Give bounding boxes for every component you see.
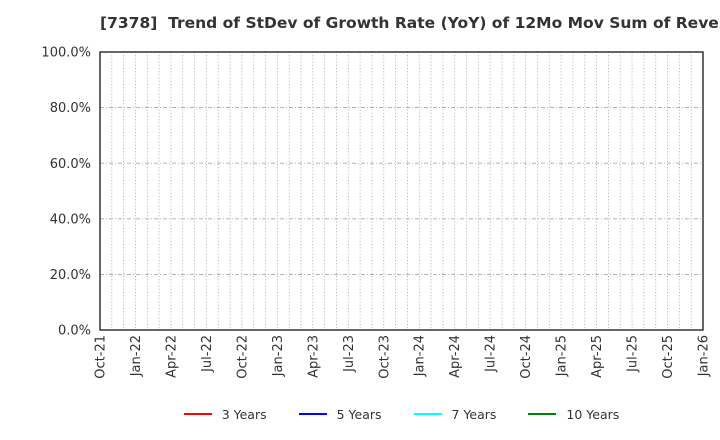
x-tick-label: Oct-23 — [377, 335, 392, 379]
x-tick-label: Jul-23 — [342, 335, 357, 373]
x-tick-label: Apr-24 — [448, 335, 463, 378]
y-tick-label: 40.0% — [50, 212, 91, 227]
x-tick-label: Oct-22 — [235, 335, 250, 379]
chart-title: [7378] Trend of StDev of Growth Rate (Yo… — [100, 14, 720, 32]
x-tick-label: Oct-24 — [519, 335, 534, 379]
legend-item: 3 Years — [183, 406, 267, 422]
y-tick-label: 80.0% — [50, 101, 91, 116]
legend-swatch — [183, 413, 212, 415]
x-tick-label: Jan-26 — [697, 335, 712, 377]
legend-label: 5 Years — [336, 406, 382, 422]
legend-swatch — [528, 413, 557, 415]
legend-label: 7 Years — [451, 406, 497, 422]
x-tick-label: Oct-25 — [661, 335, 676, 379]
legend: 3 Years 5 Years 7 Years 10 Years — [100, 403, 703, 425]
y-tick-label: 20.0% — [50, 268, 91, 283]
x-tick-label: Jan-24 — [413, 335, 428, 377]
plot-border — [99, 51, 704, 331]
x-tick-label: Jul-22 — [200, 335, 215, 373]
x-tick-label: Oct-21 — [94, 335, 109, 379]
legend-swatch — [298, 413, 327, 415]
y-tick-label: 100.0% — [41, 46, 91, 61]
x-tick-label: Jan-22 — [129, 335, 144, 377]
legend-label: 3 Years — [221, 406, 267, 422]
x-tick-label: Jan-23 — [271, 335, 286, 377]
legend-swatch — [413, 413, 442, 415]
y-tick-label: 0.0% — [58, 324, 91, 339]
x-tick-label: Apr-22 — [164, 335, 179, 378]
x-tick-label: Apr-25 — [590, 335, 605, 378]
legend-item: 5 Years — [298, 406, 382, 422]
y-tick-label: 60.0% — [50, 157, 91, 172]
x-tick-label: Jan-25 — [555, 335, 570, 377]
legend-label: 10 Years — [566, 406, 620, 422]
legend-item: 10 Years — [528, 407, 619, 422]
x-tick-label: Jul-24 — [484, 335, 499, 373]
legend-item: 7 Years — [413, 406, 497, 422]
x-tick-label: Apr-23 — [306, 335, 321, 378]
x-tick-label: Jul-25 — [626, 335, 641, 373]
